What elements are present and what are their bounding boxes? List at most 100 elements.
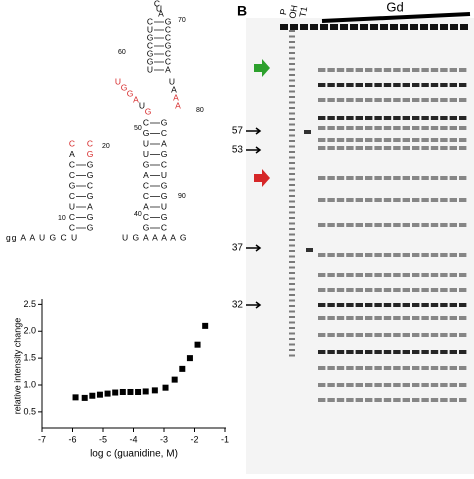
marker-label: 32 [232,300,244,311]
gel-band [459,126,467,130]
nucleotide: G [165,40,172,50]
ladder-band [289,305,295,307]
marker-arrow [246,301,262,309]
ladder-band [289,30,295,32]
gel-band [365,146,373,150]
gel-band [327,333,335,337]
nucleotide: G [143,159,150,169]
ladder-band [289,310,295,313]
nt-number: 80 [196,107,204,114]
gel-band [346,273,354,277]
gel-band [430,273,439,277]
nucleotide: C [143,180,149,190]
nucleotide: G [127,88,134,98]
marker-label: 53 [232,145,244,156]
gel-band [459,303,467,307]
gel-band [327,138,335,142]
gel-band [449,350,457,354]
nucleotide: U [115,76,121,86]
gel-band [365,350,373,354]
nucleotide: U [161,201,167,211]
gel-band [402,253,410,257]
gel-background [246,18,474,474]
gel-band [412,116,420,120]
gel-band [402,146,410,150]
ladder-band [289,79,295,82]
ladder-band [289,189,295,192]
gel-band [440,303,448,307]
ladder-band [289,140,295,142]
ladder-band [289,57,295,60]
gel-band [383,146,392,150]
gel-band [318,146,326,150]
point [96,391,103,398]
gel-band [355,68,363,72]
nucleotide: G [147,48,154,58]
nucleotide: C [165,56,171,66]
gel-band [421,288,429,292]
gel-band [365,253,373,257]
gel-band [449,288,457,292]
ladder-band [289,266,295,269]
nucleotide: G [147,32,154,42]
ladder-band [289,228,295,230]
gel-band [393,98,401,102]
gel-band [459,398,467,402]
gel-band [430,146,439,150]
gel-band [402,288,410,292]
gel-band [412,398,420,402]
nucleotide: G [87,159,94,169]
nucleotide: G [143,222,150,232]
gel-band [374,198,382,202]
gel-band [393,253,401,257]
gel-band [383,316,392,320]
gel-band [336,138,345,142]
gel-band [346,303,354,307]
gel-band [421,333,429,337]
gel-band [346,350,354,354]
gel-band [327,176,335,180]
ladder-band [289,299,295,302]
gel-band [393,366,401,370]
nucleotide: A [173,92,179,102]
well [430,24,438,30]
gel-band [327,288,335,292]
nucleotide: U [161,170,167,180]
gel-band [393,83,401,87]
gel-band [440,83,448,87]
nucleotide: G [147,56,154,66]
gel-band [318,273,326,277]
gel-band [430,116,439,120]
ladder-band [289,206,295,208]
well [410,24,418,30]
x-tick-label: -3 [160,434,168,444]
gel-band [393,333,401,337]
gel-band [430,223,439,227]
point [142,388,149,395]
gel-band [449,223,457,227]
ladder-band [289,332,295,335]
gel-band [393,350,401,354]
gel-band [421,253,429,257]
nucleotide: C [143,191,149,201]
nt-number: 70 [178,17,186,24]
gel-band [421,68,429,72]
gd-label: Gd [386,0,403,14]
well [350,24,358,30]
ladder-band [289,156,295,159]
gel-band [374,116,382,120]
gel-band [459,146,467,150]
gel-band [355,116,363,120]
gel-band [346,383,354,387]
gel-band [393,116,401,120]
nucleotide: C [87,180,93,190]
ladder-band [289,327,295,329]
nucleotide: G [121,82,128,92]
gel-band [318,398,326,402]
nucleotide: C [147,40,153,50]
gel-band [393,138,401,142]
gel-band [383,303,392,307]
gel-band [459,176,467,180]
gel-band [440,116,448,120]
gel-band [412,198,420,202]
